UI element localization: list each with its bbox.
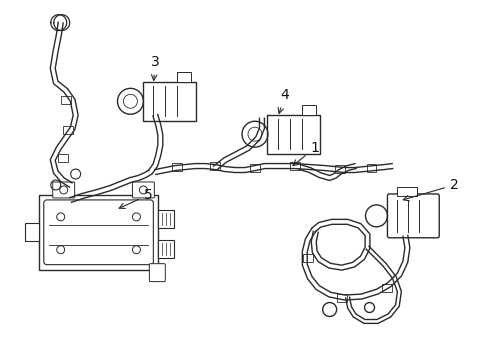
Bar — [61, 96, 71, 104]
FancyBboxPatch shape — [149, 264, 165, 282]
FancyBboxPatch shape — [268, 115, 320, 154]
Bar — [177, 72, 191, 82]
Bar — [367, 164, 376, 172]
Bar — [335, 165, 344, 173]
Bar — [25, 223, 39, 241]
Bar — [397, 187, 417, 196]
Bar — [39, 195, 158, 270]
Bar — [303, 254, 313, 262]
FancyBboxPatch shape — [388, 194, 439, 238]
Bar — [337, 293, 346, 302]
Bar — [383, 284, 392, 292]
Bar — [58, 154, 68, 162]
Text: 2: 2 — [403, 178, 459, 201]
Bar — [250, 164, 260, 172]
FancyBboxPatch shape — [53, 182, 74, 198]
Bar — [158, 210, 174, 228]
Bar — [210, 162, 220, 170]
Bar — [290, 162, 300, 170]
Text: 5: 5 — [119, 188, 153, 208]
Bar — [172, 163, 182, 171]
FancyBboxPatch shape — [44, 200, 153, 265]
Bar — [158, 240, 174, 258]
Text: 1: 1 — [293, 141, 319, 166]
Text: 3: 3 — [151, 55, 160, 80]
FancyBboxPatch shape — [132, 182, 154, 198]
Bar — [302, 105, 316, 115]
Bar — [63, 126, 73, 134]
FancyBboxPatch shape — [143, 82, 196, 121]
Text: 4: 4 — [278, 88, 289, 113]
